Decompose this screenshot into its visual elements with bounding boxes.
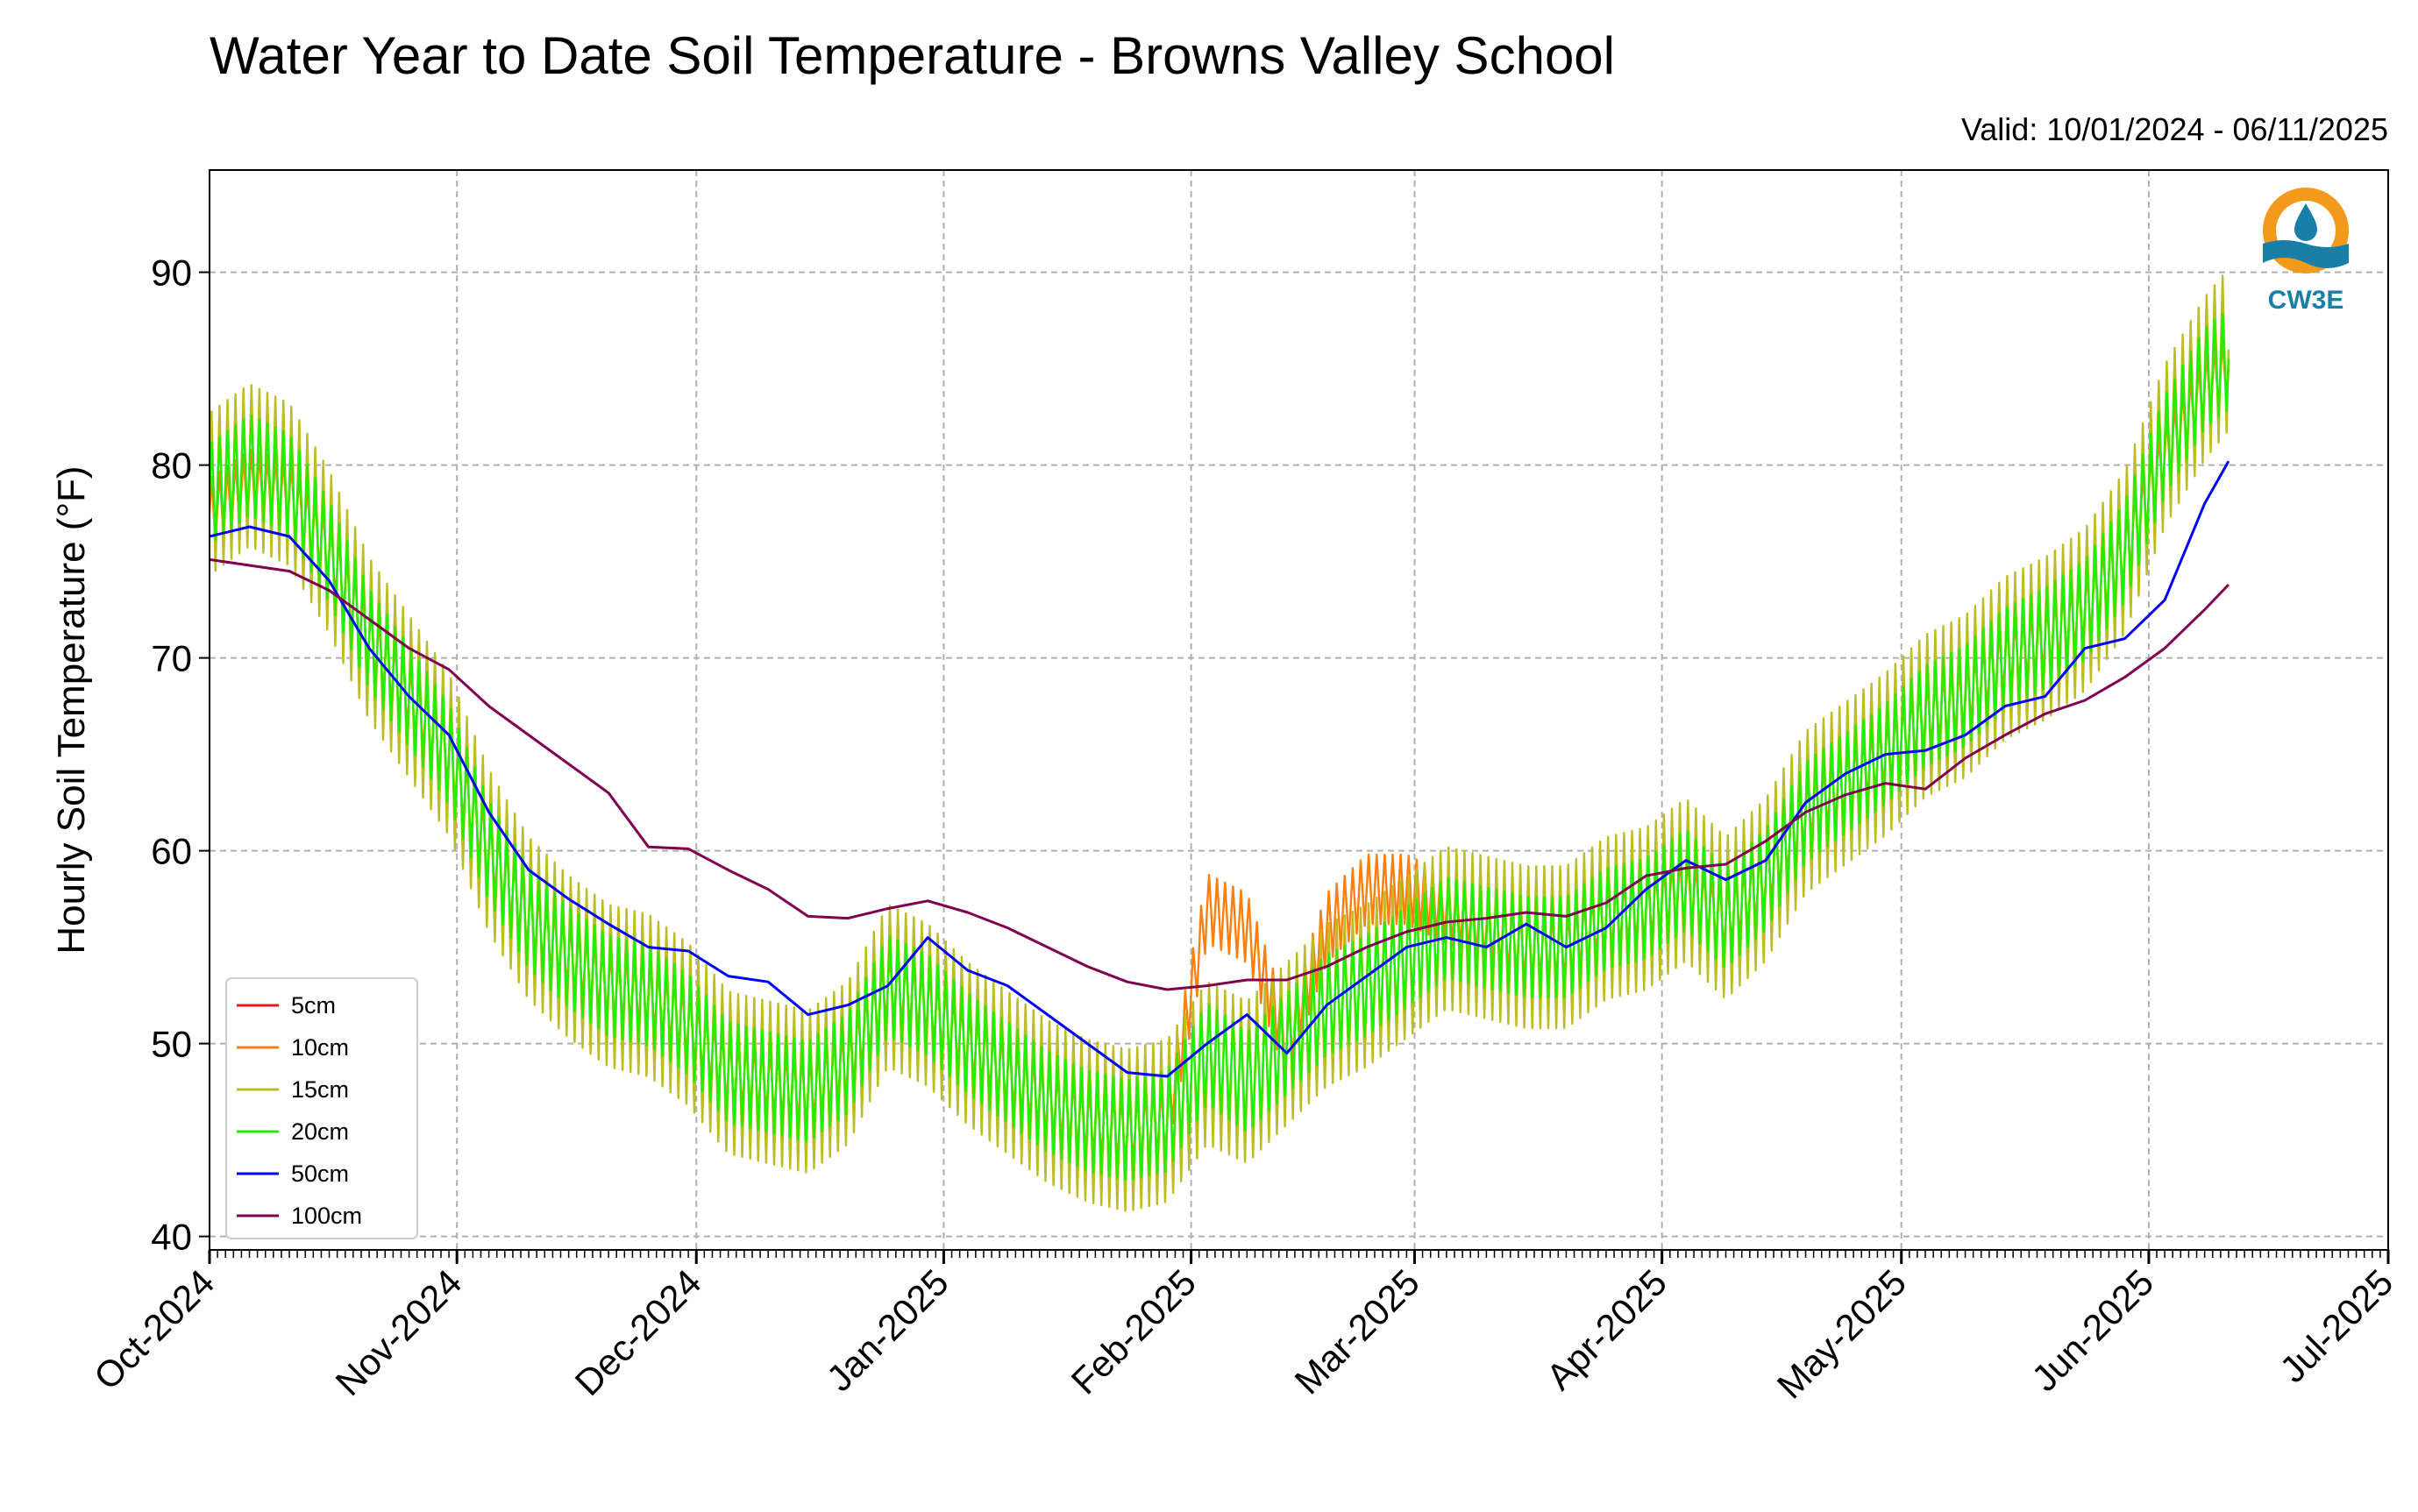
series-lines: [210, 274, 2230, 1212]
y-axis-label: Hourly Soil Temperature (°F): [50, 465, 93, 954]
plot-frame: [209, 169, 2389, 1251]
logo-text: CW3E: [2268, 286, 2344, 315]
x-tick-label: Jun-2025: [2023, 1261, 2161, 1399]
legend-label-10cm: 10cm: [291, 1034, 349, 1061]
x-tick-label: Jul-2025: [2272, 1261, 2400, 1390]
y-tick-label: 80: [151, 445, 192, 486]
x-tick-label: Oct-2024: [86, 1261, 222, 1397]
legend-label-15cm: 15cm: [291, 1076, 349, 1103]
x-tick-label: Apr-2025: [1539, 1261, 1675, 1397]
x-tick-label: May-2025: [1769, 1261, 1914, 1406]
x-tick-label: Feb-2025: [1063, 1261, 1204, 1402]
legend-label-100cm: 100cm: [291, 1203, 362, 1229]
axis-ticks: 40 50 60 70 80 90 Oct-2024 Nov-2024 Dec-2024 Jan-…: [86, 252, 2400, 1407]
x-tick-label: Mar-2025: [1287, 1261, 1427, 1402]
series-line-20cm: [210, 312, 2230, 1182]
legend: 5cm 10cm 15cm 20cm 50cm 100cm: [225, 977, 418, 1239]
x-tick-label: Dec-2024: [567, 1261, 709, 1403]
chart-valid-range: Valid: 10/01/2024 - 06/11/2025: [1961, 111, 2388, 147]
logo-wave-icon: [2263, 240, 2349, 268]
y-tick-label: 60: [151, 831, 192, 872]
y-tick-label: 70: [151, 638, 192, 679]
y-tick-label: 50: [151, 1024, 192, 1065]
series-line-50cm: [210, 460, 2230, 1078]
grid-lines: [209, 170, 2389, 1250]
chart-title: Water Year to Date Soil Temperature - Br…: [210, 26, 1615, 85]
series-line-100cm: [210, 557, 2230, 991]
cw3e-logo: CW3E: [2263, 188, 2349, 315]
legend-label-20cm: 20cm: [291, 1118, 349, 1145]
y-tick-label: 40: [151, 1217, 192, 1258]
y-tick-label: 90: [151, 252, 192, 294]
legend-label-5cm: 5cm: [291, 992, 336, 1019]
legend-label-50cm: 50cm: [291, 1161, 349, 1187]
x-tick-label: Nov-2024: [328, 1261, 470, 1403]
x-tick-label: Jan-2025: [819, 1261, 957, 1399]
logo-drop-icon: [2294, 203, 2317, 241]
